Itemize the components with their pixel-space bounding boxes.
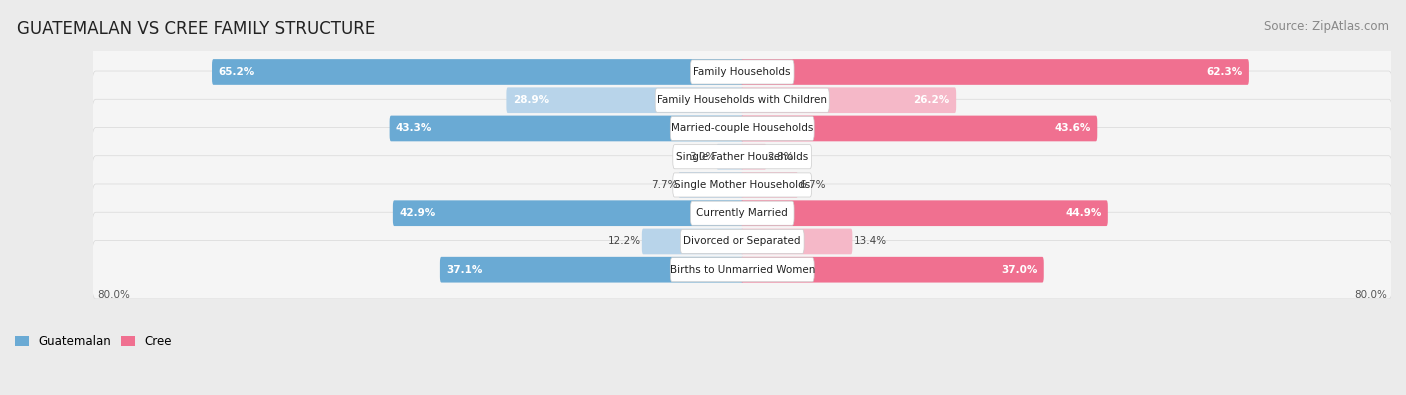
Text: Family Households with Children: Family Households with Children	[657, 95, 827, 105]
FancyBboxPatch shape	[91, 212, 1392, 271]
Text: Births to Unmarried Women: Births to Unmarried Women	[669, 265, 815, 275]
FancyBboxPatch shape	[741, 59, 1249, 85]
Text: 28.9%: 28.9%	[513, 95, 548, 105]
FancyBboxPatch shape	[741, 144, 766, 169]
FancyBboxPatch shape	[671, 258, 814, 282]
FancyBboxPatch shape	[91, 99, 1392, 158]
Text: GUATEMALAN VS CREE FAMILY STRUCTURE: GUATEMALAN VS CREE FAMILY STRUCTURE	[17, 20, 375, 38]
FancyBboxPatch shape	[673, 173, 811, 197]
Text: Currently Married: Currently Married	[696, 208, 789, 218]
FancyBboxPatch shape	[741, 200, 1108, 226]
FancyBboxPatch shape	[717, 144, 744, 169]
FancyBboxPatch shape	[681, 229, 804, 254]
FancyBboxPatch shape	[91, 128, 1392, 186]
Text: 42.9%: 42.9%	[399, 208, 436, 218]
FancyBboxPatch shape	[91, 71, 1392, 130]
Text: 6.7%: 6.7%	[799, 180, 825, 190]
Text: 62.3%: 62.3%	[1206, 67, 1243, 77]
Text: Source: ZipAtlas.com: Source: ZipAtlas.com	[1264, 20, 1389, 33]
FancyBboxPatch shape	[741, 172, 799, 198]
FancyBboxPatch shape	[91, 184, 1392, 243]
FancyBboxPatch shape	[671, 117, 814, 141]
Text: Divorced or Separated: Divorced or Separated	[683, 237, 801, 246]
Text: 65.2%: 65.2%	[218, 67, 254, 77]
Text: 13.4%: 13.4%	[853, 237, 886, 246]
Text: 80.0%: 80.0%	[1354, 290, 1386, 300]
FancyBboxPatch shape	[212, 59, 744, 85]
Text: 2.8%: 2.8%	[768, 152, 794, 162]
FancyBboxPatch shape	[741, 116, 1097, 141]
FancyBboxPatch shape	[741, 257, 1043, 282]
FancyBboxPatch shape	[91, 43, 1392, 101]
FancyBboxPatch shape	[741, 229, 852, 254]
FancyBboxPatch shape	[678, 172, 744, 198]
FancyBboxPatch shape	[673, 145, 811, 169]
Text: 7.7%: 7.7%	[651, 180, 678, 190]
Text: 43.3%: 43.3%	[396, 124, 432, 134]
FancyBboxPatch shape	[690, 60, 794, 84]
Legend: Guatemalan, Cree: Guatemalan, Cree	[15, 335, 172, 348]
Text: 43.6%: 43.6%	[1054, 124, 1091, 134]
FancyBboxPatch shape	[389, 116, 744, 141]
Text: 80.0%: 80.0%	[97, 290, 131, 300]
Text: 37.1%: 37.1%	[446, 265, 482, 275]
FancyBboxPatch shape	[655, 88, 830, 112]
FancyBboxPatch shape	[440, 257, 744, 282]
FancyBboxPatch shape	[506, 87, 744, 113]
FancyBboxPatch shape	[392, 200, 744, 226]
Text: 3.0%: 3.0%	[689, 152, 716, 162]
Text: 12.2%: 12.2%	[607, 237, 641, 246]
Text: 37.0%: 37.0%	[1001, 265, 1038, 275]
Text: 26.2%: 26.2%	[914, 95, 950, 105]
FancyBboxPatch shape	[91, 241, 1392, 299]
FancyBboxPatch shape	[741, 87, 956, 113]
Text: Family Households: Family Households	[693, 67, 792, 77]
FancyBboxPatch shape	[690, 201, 794, 225]
FancyBboxPatch shape	[91, 156, 1392, 214]
Text: Married-couple Households: Married-couple Households	[671, 124, 814, 134]
Text: 44.9%: 44.9%	[1066, 208, 1101, 218]
Text: Single Father Households: Single Father Households	[676, 152, 808, 162]
Text: Single Mother Households: Single Mother Households	[673, 180, 810, 190]
FancyBboxPatch shape	[641, 229, 744, 254]
